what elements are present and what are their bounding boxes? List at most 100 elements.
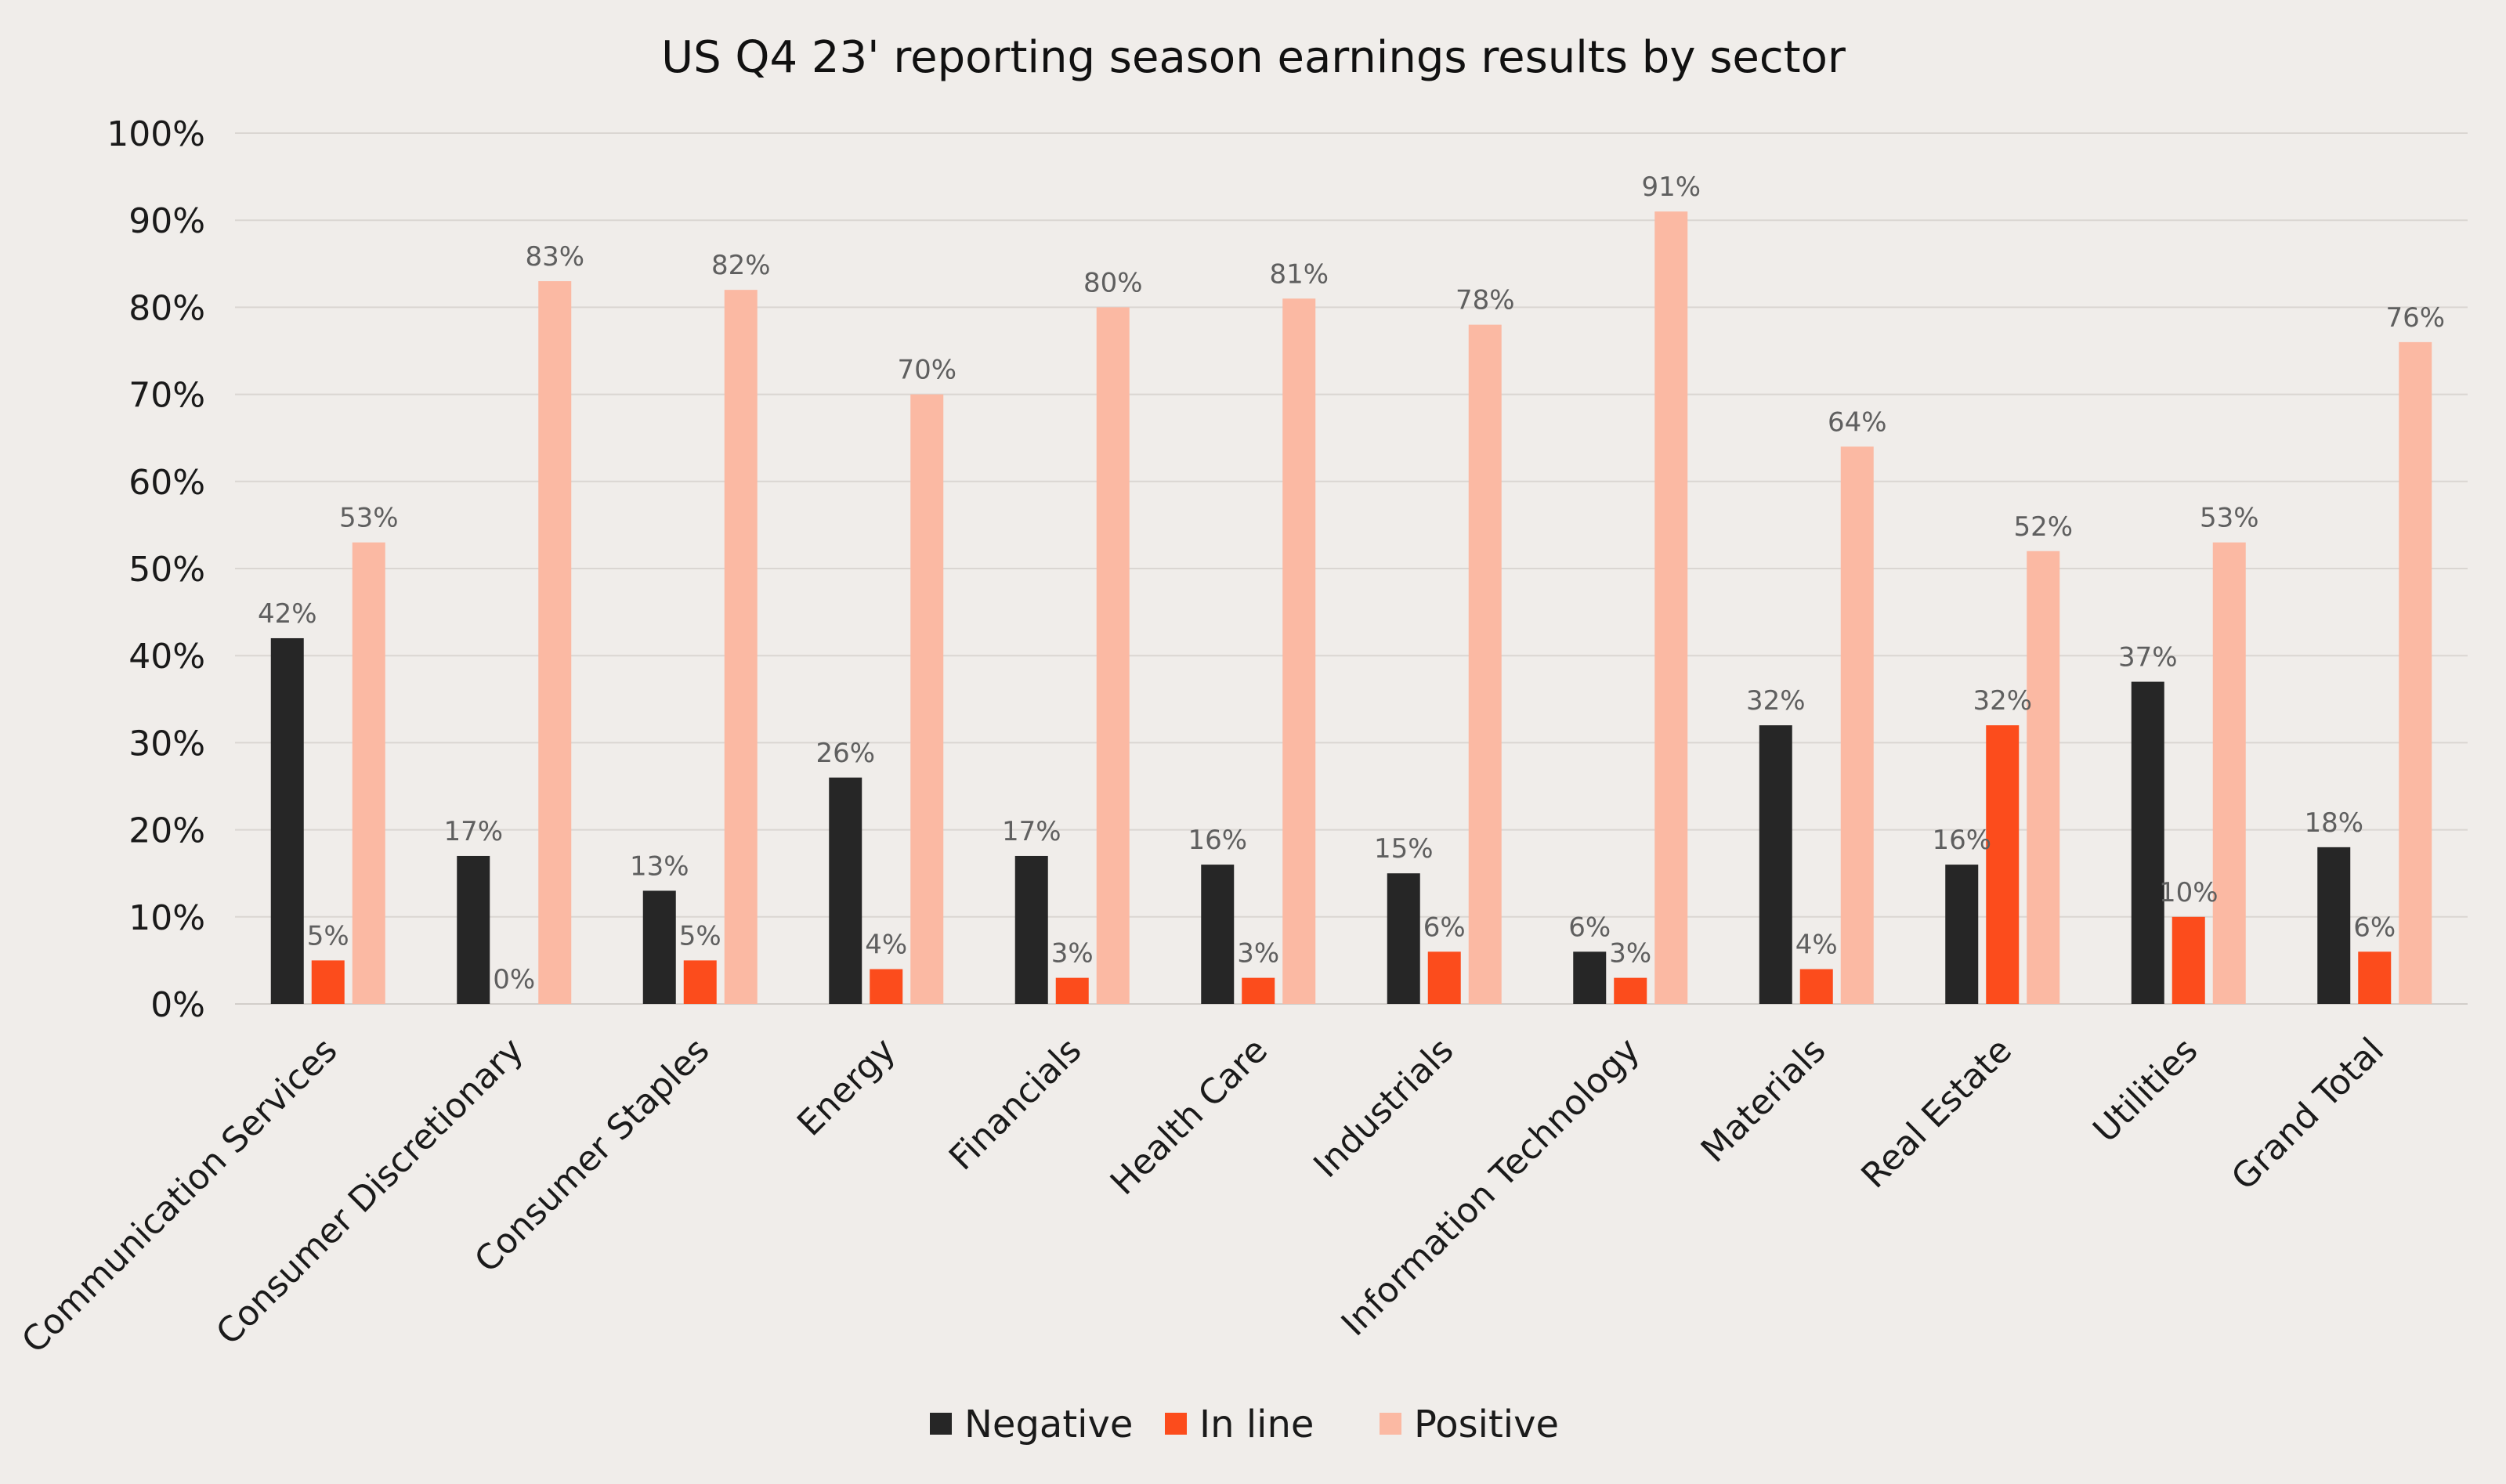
bar-positive: [1282, 298, 1316, 1004]
y-tick-label: 10%: [128, 898, 205, 938]
legend-swatch-negative: [930, 1413, 952, 1435]
data-label-positive: 52%: [2013, 511, 2073, 543]
data-label-negative: 6%: [1568, 912, 1611, 943]
data-label-negative: 42%: [258, 598, 317, 630]
legend-label-in-line: In line: [1199, 1403, 1314, 1446]
bar-positive: [2399, 341, 2432, 1004]
data-label-in-line: 4%: [865, 930, 907, 961]
data-label-positive: 78%: [1456, 285, 1515, 316]
bar-positive: [724, 290, 758, 1004]
category-label: Communication Services: [14, 1031, 345, 1361]
data-label-in-line: 6%: [2353, 912, 2396, 943]
data-label-positive: 81%: [1269, 258, 1329, 290]
legend-item-in-line: In line: [1165, 1403, 1314, 1446]
category-label: Industrials: [1306, 1031, 1461, 1186]
data-label-positive: 53%: [339, 503, 399, 534]
bar-positive: [1096, 307, 1130, 1004]
bar-negative: [1201, 865, 1235, 1004]
legend-item-negative: Negative: [930, 1403, 1133, 1446]
bar-positive: [910, 394, 944, 1005]
bar-positive: [1468, 324, 1502, 1004]
y-tick-label: 90%: [128, 201, 205, 241]
data-label-in-line: 10%: [2159, 877, 2219, 908]
bars: [270, 211, 2432, 1005]
data-label-negative: 17%: [443, 816, 503, 847]
bar-in-line: [1427, 951, 1461, 1004]
legend-swatch-positive: [1380, 1413, 1401, 1435]
category-label: Information Technology: [1334, 1031, 1647, 1344]
bar-in-line: [870, 969, 903, 1004]
category-label: Health Care: [1103, 1031, 1275, 1203]
data-label-in-line: 32%: [1973, 685, 2032, 717]
gridlines: [235, 132, 2468, 1005]
y-axis-tick-labels: 0% 10% 20% 30% 40% 50% 60% 70% 80% 90% 100%: [107, 114, 205, 1025]
category-label: Grand Total: [2224, 1031, 2392, 1198]
bar-in-line: [2358, 951, 2392, 1004]
bar-negative: [1387, 873, 1420, 1004]
bar-in-line: [1614, 977, 1647, 1004]
data-label-positive: 83%: [525, 241, 584, 273]
y-tick-label: 70%: [128, 376, 205, 416]
data-label-in-line: 3%: [1237, 938, 1279, 969]
data-label-negative: 32%: [1746, 685, 1806, 717]
data-label-positive: 82%: [711, 250, 771, 281]
y-tick-label: 100%: [107, 114, 205, 154]
category-label: Energy: [790, 1031, 903, 1144]
y-tick-label: 40%: [128, 637, 205, 677]
category-label: Financials: [942, 1031, 1090, 1179]
data-label-positive: 53%: [2200, 503, 2259, 534]
bar-negative: [829, 777, 862, 1004]
y-tick-label: 0%: [150, 985, 205, 1025]
category-label: Consumer Discretionary: [208, 1031, 531, 1353]
data-label-positive: 91%: [1641, 172, 1701, 203]
data-label-negative: 18%: [2304, 807, 2363, 839]
bar-in-line: [1986, 725, 2020, 1004]
bar-negative: [642, 890, 676, 1004]
data-label-positive: 70%: [897, 355, 956, 386]
bar-positive: [1840, 446, 1874, 1004]
bar-in-line: [1242, 977, 1275, 1004]
data-label-in-line: 3%: [1609, 938, 1651, 969]
bar-positive: [352, 542, 385, 1004]
bar-in-line: [1799, 969, 1833, 1004]
y-tick-label: 20%: [128, 811, 205, 851]
data-label-negative: 13%: [630, 850, 689, 882]
bar-in-line: [2172, 916, 2205, 1004]
data-label-in-line: 5%: [679, 920, 721, 951]
data-label-negative: 26%: [815, 738, 875, 769]
data-label-negative: 17%: [1002, 816, 1061, 847]
bar-negative: [2317, 847, 2351, 1004]
category-label: Materials: [1694, 1031, 1834, 1171]
data-label-in-line: 5%: [307, 920, 349, 951]
bar-in-line: [683, 960, 717, 1004]
legend-swatch-in-line: [1165, 1413, 1187, 1435]
bar-in-line: [311, 960, 345, 1004]
bar-negative: [1573, 951, 1607, 1004]
legend: Negative In line Positive: [930, 1403, 1559, 1446]
y-tick-label: 80%: [128, 288, 205, 328]
bar-positive: [538, 281, 572, 1004]
legend-item-positive: Positive: [1380, 1403, 1559, 1446]
bar-in-line: [1055, 977, 1089, 1004]
data-label-negative: 15%: [1374, 833, 1434, 865]
data-label-negative: 37%: [2118, 642, 2178, 673]
data-label-in-line: 0%: [493, 964, 535, 995]
bar-negative: [1945, 865, 1979, 1004]
bar-positive: [2027, 551, 2060, 1004]
legend-label-positive: Positive: [1414, 1403, 1559, 1446]
chart-title: US Q4 23' reporting season earnings resu…: [661, 32, 1846, 83]
bar-positive: [2212, 542, 2246, 1004]
data-label-in-line: 4%: [1795, 930, 1838, 961]
bar-negative: [1014, 855, 1048, 1004]
bar-negative: [2131, 681, 2164, 1004]
data-label-positive: 76%: [2385, 302, 2445, 334]
y-tick-label: 60%: [128, 463, 205, 503]
y-tick-label: 30%: [128, 724, 205, 764]
category-label: Utilities: [2085, 1031, 2205, 1150]
data-labels: 42% 5% 53% 17% 0% 83% 13% 5% 82% 26% 4% 70% 17% 3% 80%…: [258, 172, 2445, 995]
data-label-in-line: 6%: [1423, 912, 1466, 943]
y-tick-label: 50%: [128, 550, 205, 590]
